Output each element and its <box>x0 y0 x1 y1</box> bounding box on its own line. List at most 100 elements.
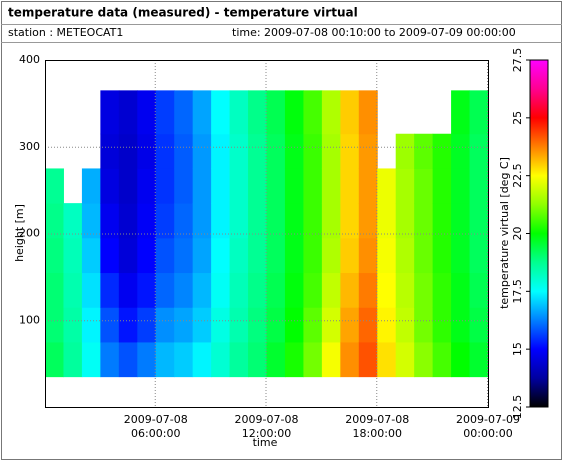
cell <box>211 133 231 169</box>
cell <box>321 272 341 308</box>
cell <box>284 237 304 274</box>
cell <box>137 307 157 343</box>
cell <box>266 203 286 239</box>
cell <box>340 168 360 204</box>
cell <box>469 90 488 135</box>
cell <box>266 307 286 343</box>
colorbar-tick-label: 20 <box>511 227 524 241</box>
cell <box>81 203 101 239</box>
cell <box>248 272 267 308</box>
cell <box>358 133 378 169</box>
cell <box>266 341 286 378</box>
cell <box>63 307 83 343</box>
cell <box>395 307 415 343</box>
cell <box>248 203 267 239</box>
cell <box>414 168 434 204</box>
cell <box>248 133 267 169</box>
cell <box>358 341 378 378</box>
cell <box>469 203 488 239</box>
cell <box>284 90 304 135</box>
cell <box>432 203 452 239</box>
cell <box>266 237 286 274</box>
cell <box>284 272 304 308</box>
cell <box>211 341 231 378</box>
cell <box>377 272 397 308</box>
cell <box>63 272 83 308</box>
cell <box>451 341 471 378</box>
cell <box>229 272 249 308</box>
cell <box>211 307 231 343</box>
cell <box>377 237 397 274</box>
cell <box>118 341 138 378</box>
cell <box>303 341 323 378</box>
cell <box>118 133 138 169</box>
cell <box>284 203 304 239</box>
cell <box>100 90 120 135</box>
cell <box>377 341 397 378</box>
cell <box>45 307 64 343</box>
cell <box>303 307 323 343</box>
cell <box>321 203 341 239</box>
cell <box>192 133 212 169</box>
cell <box>284 168 304 204</box>
cell <box>395 133 415 169</box>
cell <box>100 341 120 378</box>
x-tick-label: 2009-07-08 18:00:00 <box>345 413 409 440</box>
cell <box>174 203 194 239</box>
chart-title: temperature data (measured) - temperatur… <box>8 6 358 20</box>
cell <box>451 203 471 239</box>
cell <box>81 341 101 378</box>
cell <box>469 168 488 204</box>
cell <box>358 272 378 308</box>
cell <box>358 90 378 135</box>
cell <box>155 90 175 135</box>
cell <box>340 203 360 239</box>
x-tick-label: 2009-07-08 06:00:00 <box>124 413 188 440</box>
colorbar-tick-label: 15 <box>511 342 524 356</box>
cell <box>45 341 64 378</box>
cell <box>229 307 249 343</box>
cell <box>211 90 231 135</box>
cell <box>321 237 341 274</box>
cell <box>303 272 323 308</box>
colorbar-tick-label: 25 <box>511 111 524 125</box>
station: station : METEOCAT1 <box>8 26 123 39</box>
cell <box>174 237 194 274</box>
cell <box>432 272 452 308</box>
cell <box>137 90 157 135</box>
colorbar-tick-label: 17.5 <box>511 279 524 304</box>
cell <box>414 237 434 274</box>
cell <box>248 90 267 135</box>
cell <box>192 341 212 378</box>
cell <box>192 203 212 239</box>
cell <box>118 203 138 239</box>
cell <box>358 168 378 204</box>
heatmap <box>45 90 488 378</box>
cell <box>377 307 397 343</box>
cell <box>321 133 341 169</box>
cell <box>155 272 175 308</box>
y-axis-label: height [m] <box>13 204 26 262</box>
cell <box>266 133 286 169</box>
cell <box>469 237 488 274</box>
cell <box>469 341 488 378</box>
cell <box>229 341 249 378</box>
cell <box>414 272 434 308</box>
cell <box>174 307 194 343</box>
cell <box>469 133 488 169</box>
colorbar-label: temperature virtual [deg C] <box>498 157 511 309</box>
cell <box>45 203 64 239</box>
cell <box>395 203 415 239</box>
x-tick-label: 2009-07-08 12:00:00 <box>235 413 299 440</box>
cell <box>137 341 157 378</box>
cell <box>303 237 323 274</box>
cell <box>340 272 360 308</box>
cell <box>432 307 452 343</box>
cell <box>155 237 175 274</box>
cell <box>192 168 212 204</box>
cell <box>100 133 120 169</box>
cell <box>211 203 231 239</box>
cell <box>303 133 323 169</box>
cell <box>229 237 249 274</box>
